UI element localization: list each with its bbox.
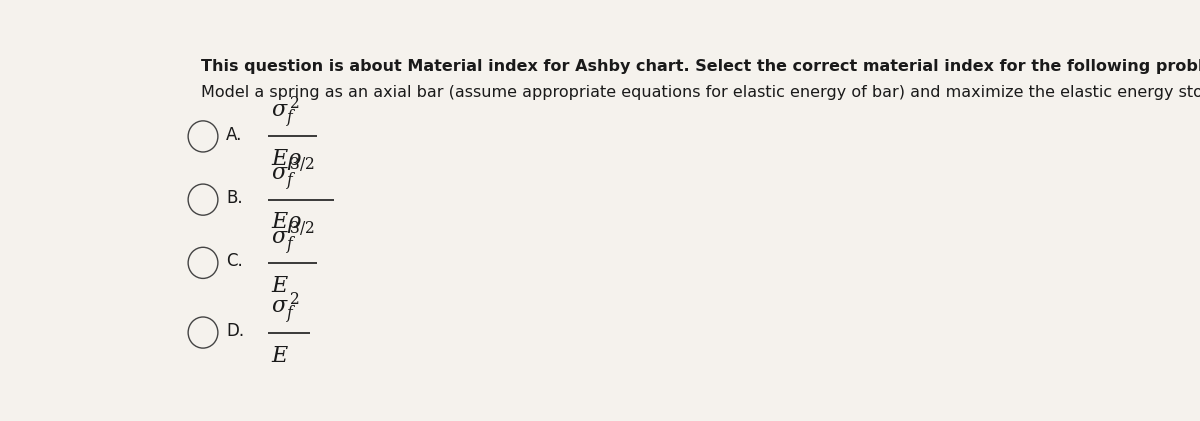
Text: $\sigma_f^{\,3/2}$: $\sigma_f^{\,3/2}$ (271, 219, 314, 258)
Text: $E\rho$: $E\rho$ (271, 147, 302, 172)
Text: $E$: $E$ (271, 346, 289, 366)
Text: $E\rho$: $E\rho$ (271, 210, 302, 235)
Text: C.: C. (227, 252, 244, 270)
Text: A.: A. (227, 126, 242, 144)
Text: B.: B. (227, 189, 242, 207)
Text: Model a spring as an axial bar (assume appropriate equations for elastic energy : Model a spring as an axial bar (assume a… (202, 85, 1200, 99)
Text: $\sigma_f^{\,2}$: $\sigma_f^{\,2}$ (271, 290, 300, 326)
Text: $\sigma_f^{\,3/2}$: $\sigma_f^{\,3/2}$ (271, 156, 314, 195)
Text: This question is about Material index for Ashby chart. Select the correct materi: This question is about Material index fo… (202, 59, 1200, 74)
Text: $E$: $E$ (271, 276, 289, 296)
Text: $\sigma_f^{\,2}$: $\sigma_f^{\,2}$ (271, 94, 300, 130)
Text: D.: D. (227, 322, 245, 340)
